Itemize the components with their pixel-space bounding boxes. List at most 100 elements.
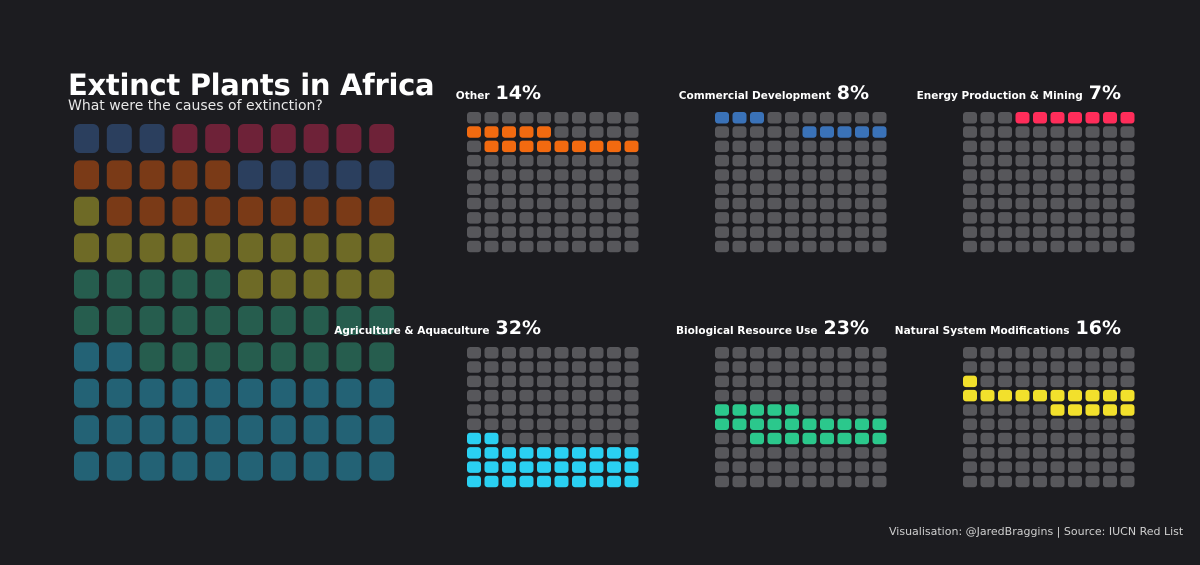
waffle-cell-highlighted: [732, 418, 747, 430]
waffle-cell: [750, 197, 764, 210]
waffle-cell-highlighted: [484, 475, 499, 488]
waffle-cell: [624, 404, 639, 416]
waffle-cell: [572, 347, 586, 359]
waffle-cell: [998, 140, 1012, 153]
waffle-cell: [785, 197, 799, 210]
waffle-cell: [820, 375, 834, 388]
waffle-cell: [963, 447, 977, 459]
waffle-cell-highlighted: [537, 475, 551, 488]
overview-cell-agriculture-and-aquaculture: [139, 451, 165, 481]
waffle-cell: [980, 432, 995, 445]
waffle-cell-highlighted: [1120, 404, 1135, 416]
overview-cell-biological-resource-use: [270, 306, 296, 335]
waffle-cell: [607, 212, 621, 224]
waffle-cell: [732, 226, 747, 238]
overview-cell-agriculture-and-aquaculture: [303, 451, 329, 481]
overview-cell-agriculture-and-aquaculture: [172, 415, 198, 445]
waffle-cell: [1103, 169, 1117, 181]
overview-cell-agriculture-and-aquaculture: [172, 378, 198, 408]
overview-cell-biological-resource-use: [74, 269, 99, 299]
source-credit: Visualisation: @JaredBraggins | Source: …: [889, 525, 1184, 538]
waffle-cell: [715, 197, 729, 210]
waffle-cell: [855, 361, 869, 373]
waffle-cell: [624, 197, 639, 210]
waffle-cell: [1085, 347, 1100, 359]
waffle-cell: [624, 112, 639, 124]
overview-cell-natural-system-modifications: [139, 233, 165, 263]
waffle-cell: [855, 140, 869, 153]
waffle-cell: [785, 347, 799, 359]
waffle-cell: [502, 197, 516, 210]
waffle-cell: [502, 404, 516, 416]
waffle-cell: [502, 112, 516, 124]
waffle-cell: [715, 154, 729, 167]
waffle-cell: [750, 183, 764, 195]
panel-label: Other: [455, 90, 490, 102]
waffle-cell: [1033, 183, 1047, 195]
waffle-cell: [980, 347, 995, 359]
waffle-cell-highlighted: [484, 432, 499, 445]
waffle-cell: [554, 154, 569, 167]
waffle-cell-highlighted: [589, 461, 604, 473]
waffle-cell: [837, 404, 852, 416]
waffle-cell: [1103, 361, 1117, 373]
waffle-cell: [1085, 126, 1100, 138]
waffle-cell: [785, 361, 799, 373]
waffle-cell: [589, 169, 604, 181]
waffle-cell: [855, 197, 869, 210]
overview-cell-commercial-development: [139, 124, 165, 153]
waffle-cell-highlighted: [872, 432, 887, 445]
waffle-cell: [998, 447, 1012, 459]
waffle-cell: [1050, 183, 1065, 195]
waffle-cell: [1068, 140, 1082, 153]
waffle-cell: [554, 375, 569, 388]
waffle-cell: [467, 375, 481, 388]
waffle-cell: [537, 361, 551, 373]
waffle-cell: [767, 240, 782, 253]
waffle-cell: [750, 475, 764, 488]
waffle-cell: [1033, 447, 1047, 459]
waffle-cell: [802, 183, 817, 195]
waffle-cell: [1015, 154, 1030, 167]
waffle-cell: [715, 389, 729, 402]
waffle-cell: [589, 347, 604, 359]
waffle-cell: [537, 154, 551, 167]
waffle-cell: [572, 126, 586, 138]
overview-cell-other: [369, 196, 395, 226]
waffle-cell: [802, 461, 817, 473]
waffle-cell-highlighted: [820, 432, 834, 445]
waffle-cell: [963, 461, 977, 473]
waffle-cell: [1033, 461, 1047, 473]
waffle-cell: [750, 212, 764, 224]
waffle-cell: [963, 475, 977, 488]
waffle-cell: [1085, 240, 1100, 253]
waffle-cell: [785, 140, 799, 153]
waffle-cell: [802, 169, 817, 181]
waffle-cell-highlighted: [1085, 112, 1100, 124]
waffle-cell: [572, 418, 586, 430]
waffle-cell: [855, 226, 869, 238]
overview-cell-biological-resource-use: [172, 269, 198, 299]
waffle-cell: [963, 240, 977, 253]
waffle-cell: [837, 375, 852, 388]
waffle-cell: [767, 197, 782, 210]
waffle-cell-highlighted: [1120, 112, 1135, 124]
waffle-cell: [980, 112, 995, 124]
overview-cell-commercial-development: [106, 124, 132, 153]
waffle-cell: [855, 169, 869, 181]
waffle-cell: [537, 183, 551, 195]
waffle-cell: [980, 212, 995, 224]
waffle-cell: [1015, 447, 1030, 459]
waffle-cell: [963, 404, 977, 416]
overview-cell-energy-production-and-mining: [205, 124, 231, 153]
waffle-cell: [607, 154, 621, 167]
overview-cell-natural-system-modifications: [336, 233, 362, 263]
waffle-cell: [1015, 212, 1030, 224]
waffle-cell: [767, 375, 782, 388]
waffle-cell: [802, 375, 817, 388]
waffle-cell: [1050, 418, 1065, 430]
waffle-cell: [1015, 361, 1030, 373]
waffle-cell: [1015, 226, 1030, 238]
waffle-cell: [998, 361, 1012, 373]
waffle-cell: [537, 389, 551, 402]
